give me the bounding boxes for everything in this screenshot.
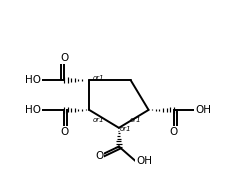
Text: O: O	[60, 127, 68, 137]
Text: O: O	[94, 151, 103, 161]
Text: O: O	[60, 53, 68, 63]
Text: OH: OH	[195, 105, 210, 115]
Text: or1: or1	[119, 126, 131, 132]
Text: or1: or1	[92, 117, 104, 123]
Text: O: O	[169, 127, 177, 137]
Text: or1: or1	[129, 117, 141, 123]
Text: HO: HO	[24, 105, 40, 115]
Text: HO: HO	[24, 75, 40, 85]
Text: OH: OH	[135, 156, 151, 166]
Text: or1: or1	[92, 75, 104, 81]
